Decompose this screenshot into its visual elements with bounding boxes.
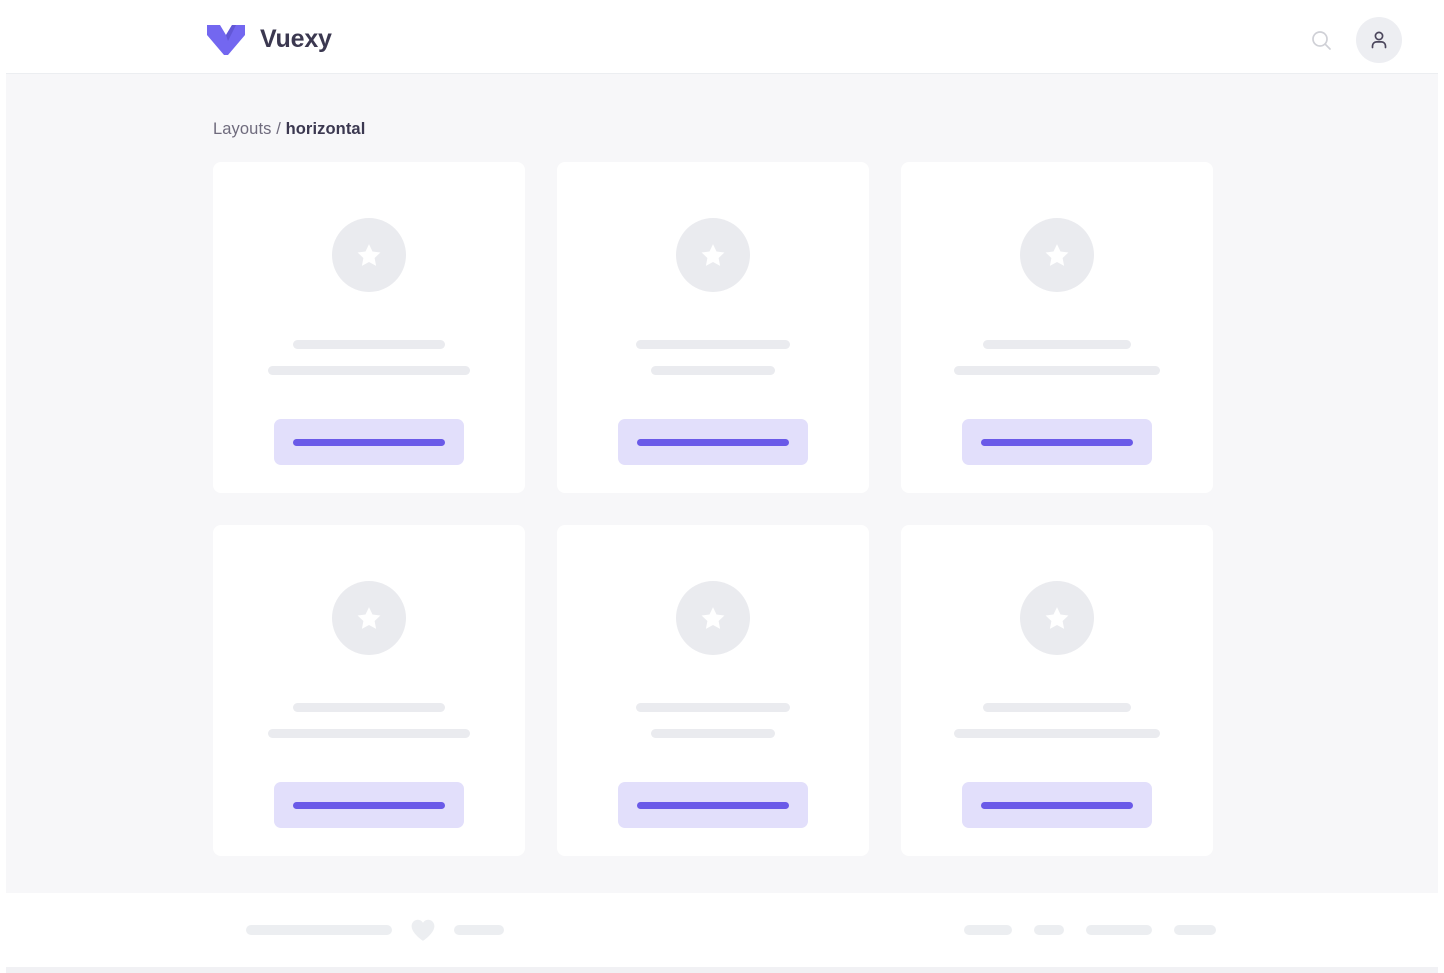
card-line-2 <box>954 366 1160 375</box>
card-action-button[interactable] <box>618 419 808 465</box>
card-line-2 <box>954 729 1160 738</box>
card-button-label-placeholder <box>637 801 789 809</box>
card-button-label-placeholder <box>293 801 445 809</box>
card-text-placeholders <box>901 703 1213 738</box>
card-button-label-placeholder <box>981 801 1133 809</box>
header-actions <box>1308 16 1402 63</box>
footer-text-placeholder-1 <box>246 925 392 935</box>
footer-link-placeholder-2[interactable] <box>1034 925 1064 935</box>
footer-left-group <box>246 918 504 942</box>
breadcrumb-separator: / <box>276 120 281 138</box>
card-grid <box>213 162 1438 856</box>
card-avatar <box>1020 218 1094 292</box>
skeleton-card[interactable] <box>213 525 525 856</box>
skeleton-card[interactable] <box>901 525 1213 856</box>
breadcrumb-parent[interactable]: Layouts <box>213 120 272 138</box>
card-avatar <box>332 218 406 292</box>
card-text-placeholders <box>557 340 869 375</box>
heart-icon <box>410 918 436 942</box>
star-icon <box>1045 606 1069 629</box>
card-button-label-placeholder <box>637 438 789 446</box>
footer-link-placeholder-3[interactable] <box>1086 925 1152 935</box>
card-text-placeholders <box>557 703 869 738</box>
star-icon <box>357 243 381 266</box>
app-footer <box>6 893 1438 973</box>
card-line-1 <box>983 703 1131 712</box>
footer-link-placeholder-4[interactable] <box>1174 925 1216 935</box>
card-line-1 <box>983 340 1131 349</box>
footer-link-placeholder-1[interactable] <box>964 925 1012 935</box>
star-icon <box>1045 243 1069 266</box>
vuexy-v-logo-icon <box>206 23 246 57</box>
card-text-placeholders <box>213 703 525 738</box>
card-text-placeholders <box>213 340 525 375</box>
brand-logo-group[interactable]: Vuexy <box>206 23 332 57</box>
card-avatar <box>676 218 750 292</box>
skeleton-card[interactable] <box>213 162 525 493</box>
star-icon <box>357 606 381 629</box>
card-line-1 <box>293 703 445 712</box>
star-icon <box>701 243 725 266</box>
card-action-button[interactable] <box>962 782 1152 828</box>
skeleton-card[interactable] <box>901 162 1213 493</box>
card-avatar <box>676 581 750 655</box>
card-avatar <box>1020 581 1094 655</box>
card-line-1 <box>293 340 445 349</box>
card-line-2 <box>651 729 775 738</box>
breadcrumb-current: horizontal <box>285 120 366 138</box>
star-icon <box>701 606 725 629</box>
card-action-button[interactable] <box>274 419 464 465</box>
avatar[interactable] <box>1356 16 1402 63</box>
footer-text-placeholder-2 <box>454 925 504 935</box>
card-button-label-placeholder <box>293 438 445 446</box>
card-action-button[interactable] <box>618 782 808 828</box>
card-line-2 <box>268 366 470 375</box>
card-line-2 <box>651 366 775 375</box>
skeleton-card[interactable] <box>557 525 869 856</box>
card-line-1 <box>636 703 790 712</box>
app-header: Vuexy <box>6 6 1438 74</box>
card-text-placeholders <box>901 340 1213 375</box>
card-avatar <box>332 581 406 655</box>
skeleton-card[interactable] <box>557 162 869 493</box>
card-line-2 <box>268 729 470 738</box>
search-icon[interactable] <box>1308 27 1334 53</box>
card-action-button[interactable] <box>274 782 464 828</box>
card-line-1 <box>636 340 790 349</box>
brand-name: Vuexy <box>260 25 332 53</box>
breadcrumb: Layouts / horizontal <box>213 120 1438 139</box>
footer-right-group <box>964 925 1216 935</box>
card-button-label-placeholder <box>981 438 1133 446</box>
main-content: Layouts / horizontal <box>6 75 1438 893</box>
card-action-button[interactable] <box>962 419 1152 465</box>
